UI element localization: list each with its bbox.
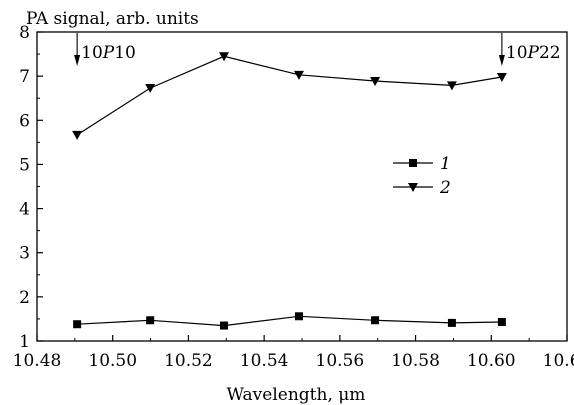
- annotation-letter: P: [102, 43, 115, 63]
- annotation-10P10: 10P10: [74, 33, 136, 66]
- data-point: [72, 130, 83, 140]
- data-point: [73, 320, 82, 329]
- x-tick-label: 10.50: [88, 351, 137, 371]
- x-tick-label: 10.58: [391, 351, 440, 371]
- series-1: [73, 312, 506, 330]
- data-point: [446, 81, 457, 91]
- series-line-2: [76, 55, 502, 136]
- y-tick-label: 5: [19, 155, 30, 175]
- axis-ticks: 10.48 10.50 10.52 10.54 10.56 10.58 10.60 10.62…: [13, 23, 574, 371]
- annotation-letter: P: [527, 43, 540, 63]
- axes: [36, 31, 568, 342]
- data-point: [293, 70, 304, 80]
- y-tick-label: 2: [19, 288, 30, 308]
- annotations: 10P10 10P22: [74, 33, 561, 66]
- data-point: [496, 73, 507, 83]
- legend-label: 1: [440, 154, 451, 174]
- legend-marker: [408, 183, 418, 192]
- data-point: [497, 318, 506, 327]
- y-tick-label: 4: [19, 200, 30, 220]
- y-tick-label: 3: [19, 244, 30, 264]
- y-tick-label: 8: [19, 23, 30, 43]
- legend-entry-2: 2: [393, 178, 451, 198]
- y-tick-label: 6: [19, 111, 30, 131]
- x-tick-label: 10.56: [316, 351, 365, 371]
- annotation-10P22: 10P22: [498, 33, 561, 66]
- legend: 12: [393, 154, 451, 198]
- data-point: [447, 318, 456, 327]
- data-point: [371, 316, 380, 325]
- annotation-suffix: 10: [114, 43, 136, 63]
- y-tick-label: 7: [19, 67, 30, 87]
- legend-label: 2: [439, 178, 451, 198]
- x-tick-label: 10.52: [164, 351, 213, 371]
- x-tick-label: 10.48: [13, 351, 62, 371]
- y-axis-title: PA signal, arb. units: [26, 9, 199, 29]
- series-line-1: [77, 315, 502, 327]
- legend-marker: [409, 159, 417, 167]
- data-point: [220, 321, 229, 330]
- annotation-label: 10P22: [506, 43, 561, 63]
- annotation-arrowhead: [498, 55, 505, 66]
- plot-frame: [36, 31, 568, 342]
- data-point: [145, 84, 156, 94]
- series-2: [72, 52, 507, 140]
- x-tick-label: 10.54: [240, 351, 289, 371]
- x-tick-label: 10.62: [543, 351, 574, 371]
- x-tick-label: 10.60: [467, 351, 516, 371]
- annotation-prefix: 10: [506, 43, 528, 63]
- data-point: [370, 76, 381, 86]
- x-axis-title: Wavelength, μm: [227, 385, 366, 405]
- legend-entry-1: 1: [393, 154, 451, 174]
- data-point: [219, 52, 230, 62]
- annotation-arrowhead: [74, 55, 81, 66]
- series-group: [72, 52, 507, 330]
- annotation-suffix: 22: [539, 43, 561, 63]
- annotation-prefix: 10: [81, 43, 103, 63]
- data-point: [294, 312, 303, 321]
- annotation-label: 10P10: [81, 43, 136, 63]
- data-point: [146, 316, 155, 325]
- y-tick-label: 1: [19, 332, 30, 352]
